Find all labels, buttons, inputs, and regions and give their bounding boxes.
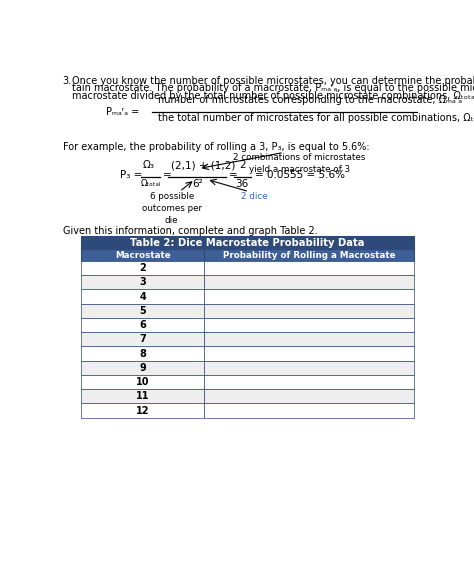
Text: 2: 2 [239,160,246,170]
FancyBboxPatch shape [204,361,414,375]
Text: 5: 5 [139,306,146,316]
Text: 6 possible
outcomes per
die: 6 possible outcomes per die [142,193,202,225]
Text: 2 combinations of microstates
yield a macrostate of 3: 2 combinations of microstates yield a ma… [233,153,365,174]
FancyBboxPatch shape [204,275,414,290]
Text: =: = [163,170,172,181]
FancyBboxPatch shape [81,403,204,418]
Text: 9: 9 [139,363,146,373]
FancyBboxPatch shape [204,375,414,389]
FancyBboxPatch shape [204,389,414,403]
FancyBboxPatch shape [204,346,414,361]
Text: 10: 10 [136,377,149,387]
Text: 2: 2 [139,263,146,273]
Text: 4: 4 [139,291,146,302]
FancyBboxPatch shape [204,261,414,275]
Text: Ωₜₒₜₐₗ: Ωₜₒₜₐₗ [141,178,161,188]
FancyBboxPatch shape [81,332,204,346]
Text: 6²: 6² [192,178,203,189]
FancyBboxPatch shape [81,261,204,275]
Text: Once you know the number of possible microstates, you can determine the probabil: Once you know the number of possible mic… [72,76,474,86]
FancyBboxPatch shape [81,346,204,361]
Text: number of microstates corresponding to the macrostate, Ωₘₐ⁣ʳₐ: number of microstates corresponding to t… [158,95,463,106]
FancyBboxPatch shape [204,290,414,304]
Text: =: = [229,170,238,181]
Text: Macrostate: Macrostate [115,250,171,260]
Text: Ω₃: Ω₃ [143,160,155,170]
FancyBboxPatch shape [204,304,414,318]
Text: 11: 11 [136,391,149,401]
FancyBboxPatch shape [81,375,204,389]
Text: Probability of Rolling a Macrostate: Probability of Rolling a Macrostate [223,250,395,260]
Text: 3: 3 [139,278,146,287]
Text: 7: 7 [139,334,146,344]
Text: For example, the probability of rolling a 3, P₃, is equal to 5.6%:: For example, the probability of rolling … [63,141,370,152]
Text: macrostate divided by the total number of possible microstate combinations, Ωₜₒₜ: macrostate divided by the total number o… [72,91,474,101]
Text: 2 dice: 2 dice [241,193,268,201]
Text: (2,1) + (1,2): (2,1) + (1,2) [171,160,235,170]
FancyBboxPatch shape [81,318,204,332]
Text: the total number of microstates for all possible combinations, Ωₜₒₜₐₗ: the total number of microstates for all … [158,113,474,123]
FancyBboxPatch shape [81,389,204,403]
FancyBboxPatch shape [81,290,204,304]
Text: Given this information, complete and graph Table 2.: Given this information, complete and gra… [63,226,318,237]
FancyBboxPatch shape [81,361,204,375]
Text: 3.: 3. [63,76,72,86]
FancyBboxPatch shape [81,249,204,261]
Text: 36: 36 [236,178,249,189]
Text: = 0.0555 = 5.6%: = 0.0555 = 5.6% [255,170,345,181]
Text: P₃ =: P₃ = [120,170,142,181]
FancyBboxPatch shape [81,237,414,249]
Text: 12: 12 [136,406,149,415]
Text: Table 2: Dice Macrostate Probability Data: Table 2: Dice Macrostate Probability Dat… [130,238,365,248]
Text: 8: 8 [139,349,146,358]
Text: tain macrostate. The probability of a macrostate, Pₘₐ⁣ʳₐ, is equal to the possib: tain macrostate. The probability of a ma… [72,84,474,93]
Text: 6: 6 [139,320,146,330]
FancyBboxPatch shape [204,403,414,418]
FancyBboxPatch shape [204,318,414,332]
FancyBboxPatch shape [81,275,204,290]
Text: Pₘₐ⁣ʳₐ =: Pₘₐ⁣ʳₐ = [106,107,139,117]
FancyBboxPatch shape [81,304,204,318]
FancyBboxPatch shape [204,249,414,261]
FancyBboxPatch shape [204,332,414,346]
